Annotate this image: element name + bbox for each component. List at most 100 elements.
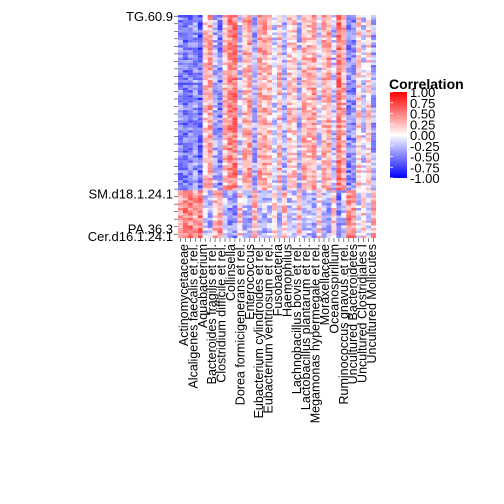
- heatmap-cell: [311, 195, 317, 198]
- heatmap-cell: [286, 167, 292, 171]
- heatmap-cell: [247, 155, 253, 158]
- heatmap-cell: [336, 100, 342, 103]
- heatmap-cell: [311, 117, 317, 121]
- heatmap-cell: [356, 15, 362, 18]
- heatmap-cell: [227, 230, 233, 234]
- heatmap-cell: [262, 182, 268, 186]
- heatmap-cell: [272, 125, 278, 128]
- heatmap-cell: [277, 157, 282, 161]
- heatmap-cell: [321, 115, 327, 118]
- heatmap-cell: [202, 167, 208, 171]
- heatmap-cell: [331, 220, 337, 224]
- heatmap-cell: [281, 25, 287, 28]
- heatmap-cell: [291, 227, 297, 231]
- heatmap-cell: [371, 180, 377, 183]
- heatmap-cell: [331, 110, 337, 113]
- heatmap-cell: [361, 197, 367, 201]
- heatmap-cell: [267, 137, 273, 141]
- heatmap-cell: [187, 127, 193, 131]
- heatmap-cell: [331, 55, 337, 58]
- heatmap-cell: [361, 187, 367, 191]
- heatmap-cell: [187, 117, 193, 121]
- heatmap-cell: [346, 132, 352, 136]
- heatmap-cell: [301, 132, 307, 136]
- heatmap-cell: [281, 17, 287, 21]
- heatmap-cell: [192, 52, 198, 56]
- heatmap-cell: [296, 180, 302, 183]
- heatmap-cell: [346, 192, 352, 196]
- heatmap-cell: [227, 207, 233, 211]
- heatmap-cell: [232, 207, 238, 211]
- heatmap-cell: [257, 82, 263, 86]
- heatmap-cell: [262, 160, 268, 163]
- heatmap-cell: [311, 42, 317, 46]
- heatmap-cell: [272, 160, 278, 163]
- heatmap-cell: [341, 127, 347, 131]
- heatmap-cell: [247, 180, 253, 183]
- heatmap-cell: [192, 170, 198, 173]
- heatmap-cell: [178, 20, 183, 23]
- heatmap-cell: [202, 32, 208, 36]
- heatmap-cell: [331, 145, 337, 148]
- heatmap-cell: [306, 40, 312, 43]
- heatmap-cell: [336, 15, 342, 18]
- heatmap-cell: [361, 97, 367, 101]
- heatmap-cell: [187, 35, 193, 38]
- heatmap-cell: [336, 192, 342, 196]
- heatmap-cell: [247, 200, 253, 203]
- heatmap-cell: [242, 160, 248, 163]
- heatmap-cell: [281, 190, 287, 193]
- heatmap-cell: [262, 157, 268, 161]
- heatmap-cell: [178, 165, 183, 168]
- heatmap-cell: [361, 107, 367, 111]
- heatmap-cell: [212, 20, 218, 23]
- heatmap-cell: [296, 170, 302, 173]
- heatmap-cell: [257, 80, 263, 83]
- heatmap-cell: [262, 232, 268, 236]
- heatmap-cell: [182, 75, 188, 78]
- heatmap-cell: [262, 115, 268, 118]
- heatmap-cell: [262, 37, 268, 41]
- heatmap-cell: [197, 235, 203, 239]
- heatmap-cell: [252, 182, 258, 186]
- heatmap-cell: [232, 175, 238, 178]
- heatmap-cell: [187, 62, 193, 66]
- heatmap-cell: [296, 125, 302, 128]
- heatmap-cell: [182, 122, 188, 126]
- heatmap-cell: [178, 227, 183, 231]
- heatmap-cell: [351, 145, 357, 148]
- heatmap-cell: [212, 197, 218, 201]
- heatmap-cell: [247, 220, 253, 224]
- heatmap-cell: [301, 170, 307, 173]
- heatmap-cell: [356, 192, 362, 196]
- heatmap-cell: [346, 135, 352, 138]
- heatmap-cell: [222, 110, 228, 113]
- heatmap-cell: [281, 120, 287, 123]
- heatmap-cell: [237, 37, 243, 41]
- heatmap-cell: [281, 175, 287, 178]
- heatmap-cell: [361, 160, 367, 163]
- heatmap-cell: [291, 65, 297, 68]
- heatmap-cell: [301, 175, 307, 178]
- heatmap-cell: [212, 170, 218, 173]
- heatmap-cell: [331, 77, 337, 81]
- heatmap-cell: [252, 210, 258, 213]
- heatmap-cell: [267, 115, 273, 118]
- heatmap-cell: [296, 77, 302, 81]
- heatmap-cell: [202, 135, 208, 138]
- heatmap-cell: [247, 27, 253, 31]
- heatmap-cell: [257, 162, 263, 166]
- heatmap-cell: [178, 32, 183, 36]
- heatmap-cell: [178, 47, 183, 51]
- heatmap-cell: [301, 127, 307, 131]
- heatmap-cell: [262, 62, 268, 66]
- heatmap-cell: [361, 200, 367, 203]
- heatmap-cell: [277, 110, 282, 113]
- heatmap-cell: [262, 145, 268, 148]
- heatmap-cell: [306, 67, 312, 71]
- heatmap-cell: [326, 210, 332, 213]
- heatmap-cell: [262, 197, 268, 201]
- heatmap-cell: [301, 145, 307, 148]
- heatmap-cell: [207, 115, 213, 118]
